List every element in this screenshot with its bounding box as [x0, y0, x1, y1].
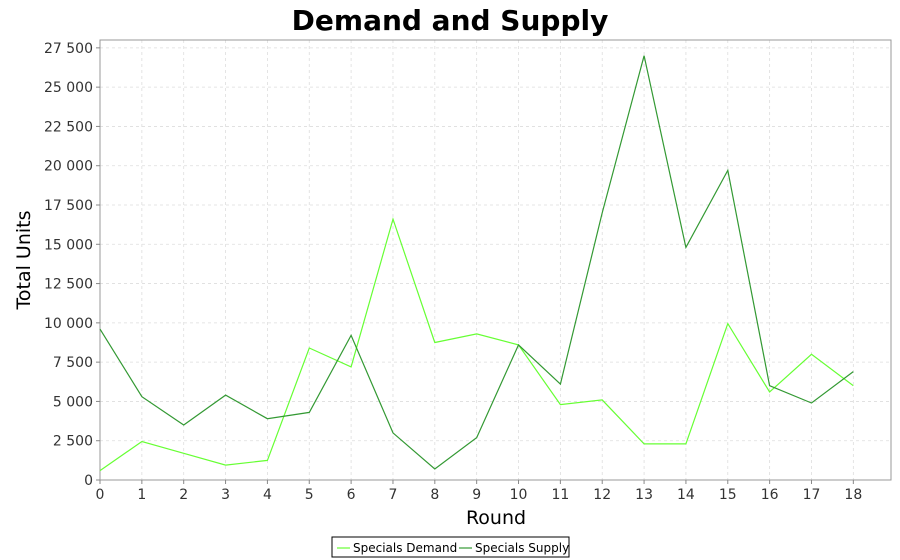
- x-tick-label: 7: [389, 487, 398, 503]
- y-tick-label: 15 000: [44, 237, 93, 253]
- y-tick-label: 0: [84, 473, 93, 489]
- grid: [99, 40, 891, 481]
- legend: Specials Demand Specials Supply: [331, 536, 570, 558]
- x-tick-label: 8: [430, 487, 439, 503]
- x-tick-label: 18: [844, 487, 862, 503]
- series-line-demand: [99, 217, 854, 472]
- x-tick-label: 11: [551, 487, 569, 503]
- y-axis-label: Total Units: [13, 211, 35, 311]
- y-tick-label: 20 000: [44, 159, 93, 175]
- x-tick-label: 12: [593, 487, 611, 503]
- x-axis-label: Round: [466, 507, 526, 529]
- y-tick-label: 17 500: [44, 198, 93, 214]
- y-tick-label: 7 500: [53, 355, 93, 371]
- x-axis: 0 1 2 3 4 5 6 7 8 9 10 11 12 13 14 15 16 17 18: [96, 480, 862, 503]
- x-tick-label: 17: [803, 487, 821, 503]
- series-group: [99, 55, 854, 472]
- x-tick-label: 13: [635, 487, 653, 503]
- x-tick-label: 2: [179, 487, 188, 503]
- legend-box: [331, 536, 570, 558]
- y-tick-label: 12 500: [44, 277, 93, 293]
- y-tick-label: 2 500: [53, 434, 93, 450]
- legend-label-supply: Specials Supply: [475, 541, 569, 555]
- y-tick-label: 5 000: [53, 394, 93, 410]
- x-tick-label: 0: [96, 487, 105, 503]
- x-tick-label: 1: [137, 487, 146, 503]
- x-tick-label: 6: [347, 487, 356, 503]
- x-tick-label: 4: [263, 487, 272, 503]
- plot-area: [99, 39, 892, 481]
- y-tick-label: 10 000: [44, 316, 93, 332]
- series-line-supply: [99, 55, 854, 470]
- y-tick-label: 25 000: [44, 80, 93, 96]
- x-tick-label: 9: [472, 487, 481, 503]
- x-tick-label: 10: [510, 487, 528, 503]
- y-axis: 0 2 500 5 000 7 500 10 000 12 500 15 000 17 500…: [44, 41, 100, 489]
- x-tick-label: 16: [761, 487, 779, 503]
- legend-label-demand: Specials Demand: [353, 541, 457, 555]
- y-tick-label: 27 500: [44, 41, 93, 57]
- x-tick-label: 15: [719, 487, 737, 503]
- x-tick-label: 3: [221, 487, 230, 503]
- x-tick-label: 14: [677, 487, 695, 503]
- chart-title: Demand and Supply: [292, 4, 609, 37]
- y-tick-label: 22 500: [44, 119, 93, 135]
- x-tick-label: 5: [305, 487, 314, 503]
